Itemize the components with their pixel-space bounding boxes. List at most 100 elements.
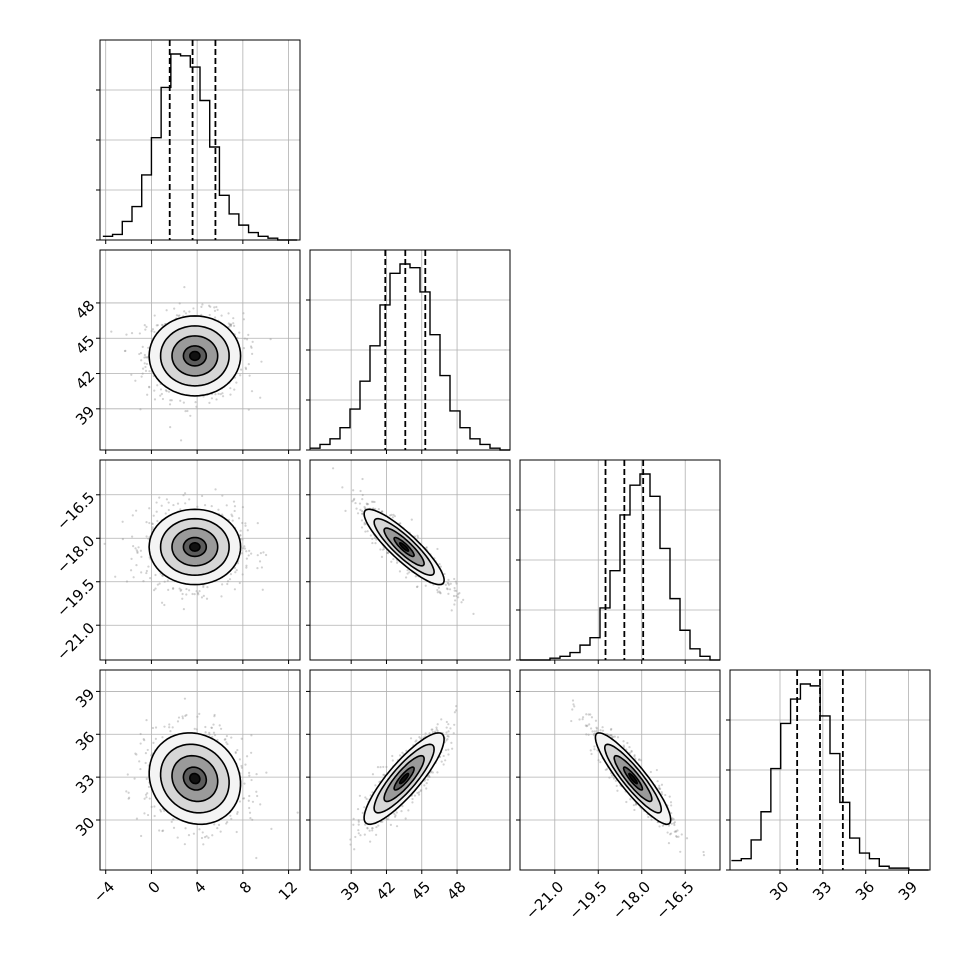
sample-point xyxy=(357,819,360,822)
sample-point xyxy=(136,551,139,554)
sample-point xyxy=(245,550,248,553)
sample-point xyxy=(437,586,440,589)
sample-point xyxy=(145,521,148,524)
sample-point xyxy=(431,771,434,774)
sample-point xyxy=(357,820,360,823)
sample-point xyxy=(181,715,184,718)
sample-point xyxy=(249,345,253,348)
sample-point xyxy=(155,510,158,513)
sample-point xyxy=(366,826,369,830)
sample-point xyxy=(198,589,201,593)
sample-point xyxy=(241,547,245,550)
sample-point xyxy=(668,795,671,798)
sample-point xyxy=(213,715,216,718)
sample-point xyxy=(238,758,241,761)
sample-point xyxy=(231,515,234,518)
sample-point xyxy=(245,755,249,758)
sample-point xyxy=(121,520,124,523)
sample-point xyxy=(159,394,162,397)
sample-point xyxy=(381,820,384,823)
sample-point xyxy=(374,542,377,545)
sample-point xyxy=(244,367,248,371)
sample-point xyxy=(125,333,128,336)
sample-point xyxy=(360,519,364,522)
density-contour xyxy=(148,508,242,586)
sample-point xyxy=(246,529,249,532)
sample-point xyxy=(169,730,172,733)
sample-point xyxy=(374,833,378,836)
sample-point xyxy=(180,588,183,591)
sample-point xyxy=(193,593,196,596)
sample-point xyxy=(417,793,421,796)
sample-point xyxy=(248,774,251,777)
panel-content xyxy=(570,699,706,857)
sample-point xyxy=(182,608,185,611)
sample-point xyxy=(195,728,198,731)
sample-point xyxy=(143,353,146,357)
sample-point xyxy=(395,825,399,828)
sample-point xyxy=(147,537,150,540)
sample-point xyxy=(203,836,207,839)
sample-point xyxy=(151,526,154,529)
sample-point xyxy=(179,589,182,592)
sample-point xyxy=(262,551,265,554)
sample-point xyxy=(191,592,194,596)
sample-point xyxy=(383,547,386,551)
sample-point xyxy=(241,573,244,576)
sample-point xyxy=(363,523,366,526)
sample-point xyxy=(233,509,236,513)
sample-point xyxy=(584,724,587,727)
sample-point xyxy=(376,765,380,769)
sample-point xyxy=(226,582,229,586)
sample-point xyxy=(398,754,402,757)
sample-point xyxy=(156,384,159,387)
sample-point xyxy=(145,777,148,780)
sample-point xyxy=(361,811,364,814)
sample-point xyxy=(146,393,149,396)
sample-point xyxy=(352,489,355,492)
sample-point xyxy=(168,726,171,729)
sample-point xyxy=(103,542,106,545)
sample-point xyxy=(153,330,156,333)
sample-point xyxy=(390,513,393,517)
sample-point xyxy=(232,322,235,325)
sample-point xyxy=(413,794,417,797)
sample-point xyxy=(151,522,154,526)
sample-point xyxy=(360,526,364,529)
sample-point xyxy=(256,567,259,570)
sample-point xyxy=(184,312,188,315)
sample-point xyxy=(232,500,236,503)
sample-point xyxy=(374,507,377,511)
sample-point xyxy=(388,514,392,517)
sample-point xyxy=(245,564,248,567)
density-contour xyxy=(383,754,425,803)
sample-point xyxy=(632,804,635,807)
sample-point xyxy=(239,374,242,377)
sample-point xyxy=(355,507,358,510)
sample-point xyxy=(458,591,461,595)
sample-point xyxy=(125,790,128,793)
sample-point xyxy=(453,723,456,726)
density-panel-2-3 xyxy=(306,459,511,664)
sample-point xyxy=(399,522,402,525)
sample-point xyxy=(259,396,262,399)
sample-point xyxy=(453,577,456,581)
sample-point xyxy=(447,748,450,751)
density-contour xyxy=(159,517,230,577)
sample-point xyxy=(147,565,150,568)
sample-point xyxy=(238,800,242,803)
sample-point xyxy=(411,797,414,801)
sample-point xyxy=(675,835,678,838)
sample-point xyxy=(139,549,142,552)
sample-point xyxy=(387,818,390,821)
sample-point xyxy=(401,805,404,808)
sample-point xyxy=(361,509,364,513)
sample-point xyxy=(241,506,245,509)
sample-point xyxy=(248,794,251,798)
sample-point xyxy=(159,810,163,813)
sample-point xyxy=(236,748,239,752)
sample-point xyxy=(358,502,362,505)
sample-point xyxy=(160,323,164,326)
sample-point xyxy=(438,590,441,593)
